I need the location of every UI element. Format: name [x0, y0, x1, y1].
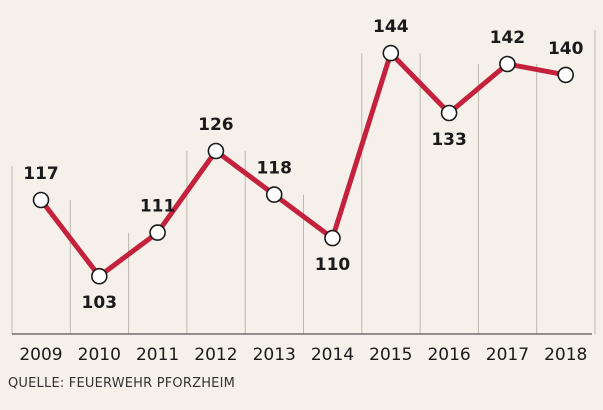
data-point — [91, 267, 108, 285]
x-tick-label: 2011 — [136, 345, 179, 365]
data-label: 118 — [256, 159, 292, 179]
x-tick-label: 2013 — [253, 345, 296, 365]
x-tick-label: 2018 — [544, 345, 587, 365]
x-tick-label: 2009 — [19, 345, 62, 365]
source-note: QUELLE: FEUERWEHR PFORZHEIM — [8, 376, 236, 391]
data-label: 103 — [82, 293, 118, 313]
x-tick-label: 2014 — [311, 345, 354, 365]
data-label: 110 — [315, 255, 351, 275]
data-point — [440, 104, 458, 122]
data-point — [265, 186, 283, 203]
gridlines — [11, 30, 596, 334]
series-line-path — [38, 50, 569, 279]
data-label: 111 — [140, 197, 176, 217]
data-point — [207, 142, 225, 160]
data-label: 142 — [490, 28, 526, 48]
data-point — [324, 229, 341, 247]
data-label: 140 — [548, 39, 584, 59]
data-points — [32, 44, 575, 285]
data-point — [499, 55, 516, 73]
x-tick-label: 2016 — [427, 345, 470, 365]
series-line — [38, 50, 569, 279]
data-label: 126 — [198, 115, 234, 135]
data-point — [149, 224, 166, 241]
data-label: 117 — [23, 164, 59, 184]
x-tick-label: 2012 — [194, 345, 237, 365]
data-label: 133 — [431, 130, 467, 150]
x-tick-label: 2015 — [369, 345, 412, 365]
x-tick-label: 2010 — [78, 345, 121, 365]
x-tick-labels: 2009 2010 2011 2012 2013 2014 2015 2016 2017 2018 — [19, 345, 587, 365]
data-labels: 117 103 111 126 118 110 144 133 142 140 — [23, 17, 583, 313]
data-point — [382, 44, 400, 62]
x-tick-label: 2017 — [486, 345, 529, 365]
data-label: 144 — [373, 17, 409, 37]
data-point — [32, 191, 50, 209]
data-point — [557, 66, 575, 84]
